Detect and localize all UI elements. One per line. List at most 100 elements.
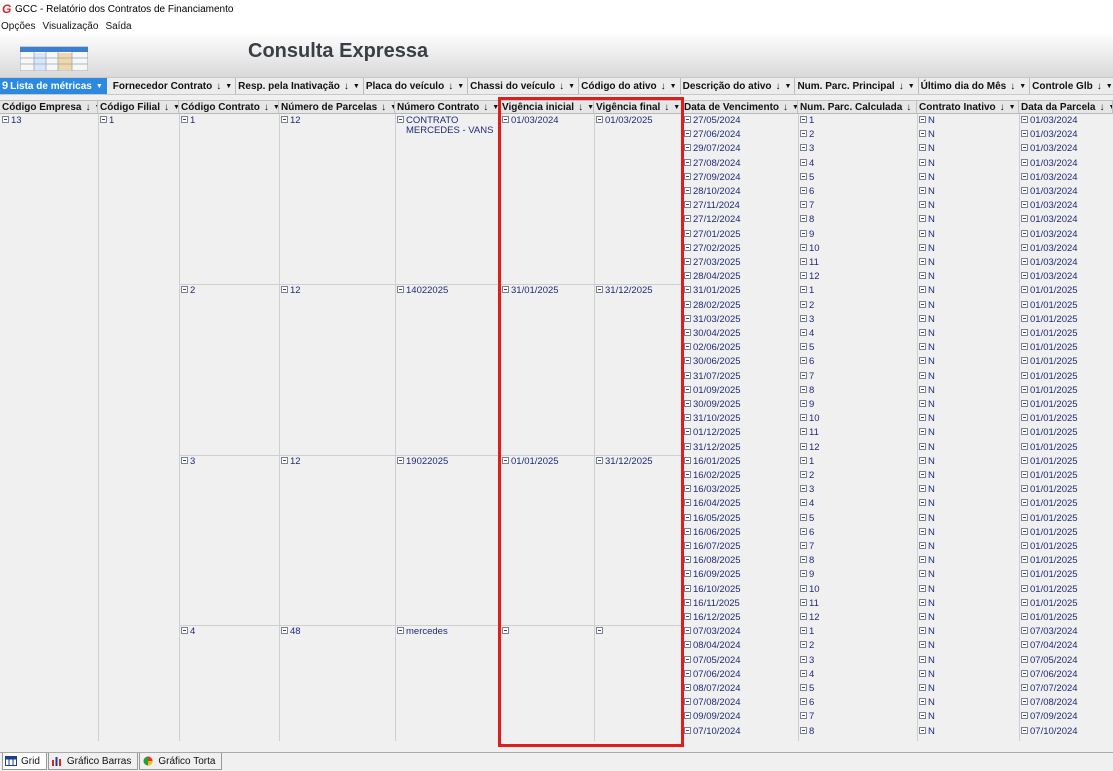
collapse-icon[interactable]: [919, 343, 926, 351]
chevron-down-icon[interactable]: ▼: [1008, 104, 1016, 111]
cell-num-parc-calculada[interactable]: 5: [800, 682, 916, 696]
field-chip-0[interactable]: Fornecedor Contrato ↓ ▼: [111, 78, 237, 94]
collapse-icon[interactable]: [1021, 329, 1028, 336]
sort-arrow-icon[interactable]: ↓: [660, 80, 666, 92]
collapse-icon[interactable]: [800, 726, 807, 734]
cell-numero-contrato[interactable]: MERCEDES - VANS: [397, 124, 499, 138]
cell-num-parc-calculada[interactable]: 7: [800, 710, 916, 724]
collapse-icon[interactable]: [2, 116, 9, 123]
collapse-icon[interactable]: [181, 456, 188, 464]
cell-num-parc-calculada[interactable]: 3: [800, 483, 916, 497]
cell-num-parc-calculada[interactable]: 6: [800, 696, 916, 710]
collapse-icon[interactable]: [919, 641, 926, 649]
cell-num-parc-calculada[interactable]: 12: [800, 270, 916, 284]
cell-data-vencimento[interactable]: 16/09/2025: [684, 568, 797, 582]
collapse-icon[interactable]: [502, 116, 509, 123]
cell-num-parc-calculada[interactable]: 1: [800, 455, 916, 469]
collapse-icon[interactable]: [919, 414, 926, 422]
cell-data-parcela[interactable]: 01/01/2025: [1021, 554, 1112, 568]
collapse-icon[interactable]: [1021, 513, 1028, 521]
collapse-icon[interactable]: [596, 286, 603, 294]
collapse-icon[interactable]: [181, 116, 188, 123]
cell-data-vencimento[interactable]: 07/03/2024: [684, 625, 797, 639]
cell-data-vencimento[interactable]: 16/06/2025: [684, 526, 797, 540]
collapse-icon[interactable]: [181, 286, 188, 294]
cell-data-parcela[interactable]: 01/01/2025: [1021, 597, 1112, 611]
cell-data-vencimento[interactable]: 08/04/2024: [684, 639, 797, 653]
cell-data-vencimento[interactable]: 16/05/2025: [684, 512, 797, 526]
cell-data-parcela[interactable]: 01/01/2025: [1021, 327, 1112, 341]
cell-contrato-inativo[interactable]: N: [919, 270, 1018, 284]
collapse-icon[interactable]: [1021, 385, 1028, 393]
cell-data-parcela[interactable]: 01/03/2024: [1021, 228, 1112, 242]
cell-num-parc-calculada[interactable]: 6: [800, 185, 916, 199]
collapse-icon[interactable]: [800, 442, 807, 450]
collapse-icon[interactable]: [919, 428, 926, 436]
collapse-icon[interactable]: [684, 712, 691, 720]
collapse-icon[interactable]: [919, 400, 926, 407]
sort-arrow-icon[interactable]: ↓: [448, 80, 454, 92]
cell-data-parcela[interactable]: 07/09/2024: [1021, 710, 1112, 724]
cell-contrato-inativo[interactable]: N: [919, 526, 1018, 540]
cell-data-vencimento[interactable]: 29/07/2024: [684, 142, 797, 156]
cell-contrato-inativo[interactable]: N: [919, 455, 1018, 469]
collapse-icon[interactable]: [800, 243, 807, 251]
cell-contrato-inativo[interactable]: N: [919, 554, 1018, 568]
collapse-icon[interactable]: [800, 598, 807, 606]
collapse-icon[interactable]: [1021, 272, 1028, 280]
cell-data-vencimento[interactable]: 27/05/2024: [684, 114, 797, 128]
sort-arrow-icon[interactable]: ↓: [1099, 102, 1105, 113]
cell-data-vencimento[interactable]: 27/01/2025: [684, 228, 797, 242]
collapse-icon[interactable]: [1021, 314, 1028, 322]
collapse-icon[interactable]: [281, 116, 288, 123]
cell-codigo-contrato[interactable]: 4: [181, 625, 278, 639]
cell-contrato-inativo[interactable]: N: [919, 654, 1018, 668]
cell-contrato-inativo[interactable]: N: [919, 313, 1018, 327]
collapse-icon[interactable]: [1021, 357, 1028, 365]
cell-data-vencimento[interactable]: 27/02/2025: [684, 242, 797, 256]
collapse-icon[interactable]: [1021, 258, 1028, 265]
collapse-icon[interactable]: [684, 527, 691, 535]
cell-contrato-inativo[interactable]: N: [919, 540, 1018, 554]
cell-data-vencimento[interactable]: 31/07/2025: [684, 370, 797, 384]
collapse-icon[interactable]: [1021, 542, 1028, 549]
cell-data-parcela[interactable]: 01/01/2025: [1021, 426, 1112, 440]
collapse-icon[interactable]: [919, 229, 926, 237]
cell-data-parcela[interactable]: 01/03/2024: [1021, 128, 1112, 142]
cell-data-vencimento[interactable]: 30/09/2025: [684, 398, 797, 412]
cell-data-vencimento[interactable]: 28/02/2025: [684, 299, 797, 313]
collapse-icon[interactable]: [1021, 698, 1028, 706]
cell-data-parcela[interactable]: 01/03/2024: [1021, 185, 1112, 199]
collapse-icon[interactable]: [1021, 456, 1028, 464]
collapse-icon[interactable]: [800, 314, 807, 322]
cell-num-parc-calculada[interactable]: 5: [800, 171, 916, 185]
collapse-icon[interactable]: [684, 187, 691, 194]
collapse-icon[interactable]: [800, 385, 807, 393]
cell-contrato-inativo[interactable]: N: [919, 157, 1018, 171]
collapse-icon[interactable]: [684, 400, 691, 407]
cell-num-parc-calculada[interactable]: 3: [800, 313, 916, 327]
chevron-down-icon[interactable]: ▼: [173, 104, 178, 111]
sort-arrow-icon[interactable]: ↓: [1010, 80, 1016, 92]
cell-data-vencimento[interactable]: 31/10/2025: [684, 412, 797, 426]
collapse-icon[interactable]: [1021, 584, 1028, 592]
collapse-icon[interactable]: [684, 598, 691, 606]
collapse-icon[interactable]: [1021, 627, 1028, 635]
cell-contrato-inativo[interactable]: N: [919, 568, 1018, 582]
collapse-icon[interactable]: [684, 442, 691, 450]
cell-data-parcela[interactable]: 07/03/2024: [1021, 625, 1112, 639]
collapse-icon[interactable]: [800, 201, 807, 209]
collapse-icon[interactable]: [397, 116, 404, 123]
collapse-icon[interactable]: [800, 485, 807, 493]
collapse-icon[interactable]: [1021, 613, 1028, 620]
collapse-icon[interactable]: [281, 456, 288, 464]
cell-numero-parcelas[interactable]: 12: [281, 114, 394, 128]
cell-vigencia-final[interactable]: 31/12/2025: [596, 284, 681, 298]
cell-contrato-inativo[interactable]: N: [919, 171, 1018, 185]
collapse-icon[interactable]: [1021, 684, 1028, 691]
column-header-7[interactable]: Data de Vencimento↓▼: [682, 101, 798, 114]
collapse-icon[interactable]: [919, 471, 926, 478]
collapse-icon[interactable]: [919, 243, 926, 251]
collapse-icon[interactable]: [800, 414, 807, 422]
collapse-icon[interactable]: [919, 527, 926, 535]
